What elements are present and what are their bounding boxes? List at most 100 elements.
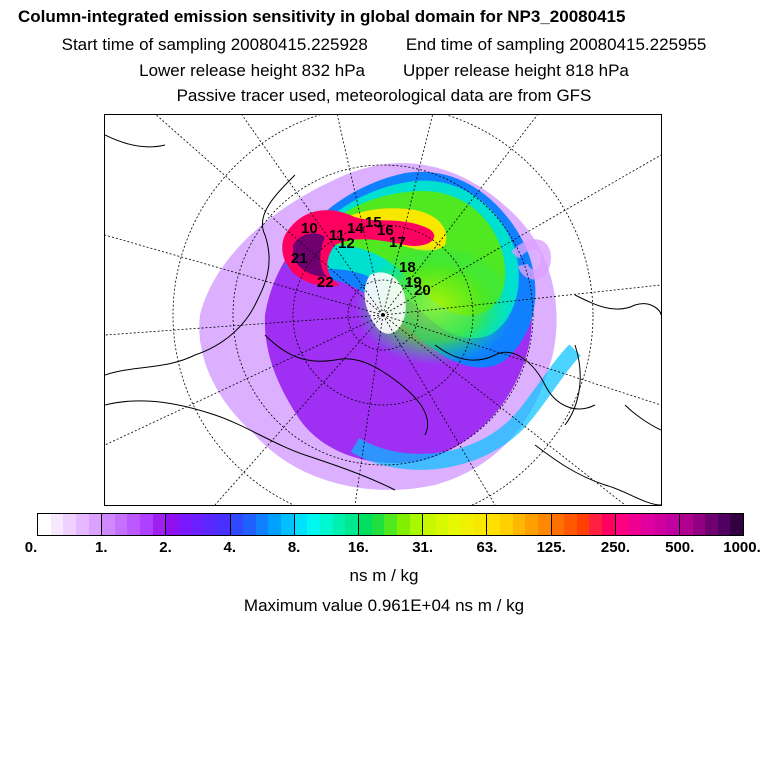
traj-label-12: 12 xyxy=(338,235,355,252)
tracer-info: Passive tracer used, meteorological data… xyxy=(176,86,592,105)
colorbar-segment xyxy=(486,514,551,535)
colorbar-swatch xyxy=(705,514,718,535)
traj-label-15: 15 xyxy=(365,214,382,231)
traj-label-18: 18 xyxy=(399,259,416,276)
colorbar-swatch xyxy=(628,514,641,535)
traj-label-17: 17 xyxy=(389,234,406,251)
max-value-label: Maximum value 0.961E+04 ns m / kg xyxy=(243,596,525,615)
colorbar-swatch xyxy=(255,514,269,535)
colorbar-swatch xyxy=(653,514,667,535)
release-heights: Lower release height 832 hPa Upper relea… xyxy=(0,61,768,81)
colorbar-swatch xyxy=(396,514,410,535)
trajectory-labels: 10 11 12 14 15 16 17 18 19 20 21 22 xyxy=(291,214,431,299)
colorbar-swatch xyxy=(717,514,731,535)
colorbar-segment xyxy=(165,514,230,535)
colorbar-swatch xyxy=(384,514,397,535)
colorbar-swatch xyxy=(38,514,51,535)
colorbar-swatch xyxy=(473,514,487,535)
traj-label-22: 22 xyxy=(317,274,334,291)
colorbar-swatch xyxy=(448,514,462,535)
sensitivity-map: 10 11 12 14 15 16 17 18 19 20 21 22 xyxy=(104,114,662,506)
colorbar-swatch xyxy=(345,514,358,535)
sampling-times: Start time of sampling 20080415.225928 E… xyxy=(0,35,768,55)
colorbar-unit: ns m / kg xyxy=(349,566,419,585)
traj-label-14: 14 xyxy=(347,220,364,237)
colorbar-swatch xyxy=(512,514,526,535)
colorbar-swatch xyxy=(75,514,89,535)
colorbar-swatch xyxy=(191,514,205,535)
colorbar-swatch xyxy=(294,514,308,535)
colorbar-swatch xyxy=(152,514,166,535)
colorbar-swatch xyxy=(166,514,180,535)
colorbar-swatch xyxy=(435,514,449,535)
start-time-label: Start time of sampling 20080415.225928 xyxy=(61,35,368,54)
colorbar-tick-label: 500. xyxy=(665,539,695,556)
colorbar-segment xyxy=(229,514,294,535)
colorbar-tick-label: 125. xyxy=(536,539,566,556)
colorbar-swatch xyxy=(576,514,590,535)
colorbar-swatch xyxy=(179,514,192,535)
traj-label-19: 19 xyxy=(405,274,422,291)
colorbar-swatch xyxy=(358,514,372,535)
colorbar-swatch xyxy=(127,514,141,535)
colorbar-tick-label: 63. xyxy=(476,539,498,556)
colorbar-tick-label: 4. xyxy=(223,539,237,556)
colorbar-tick-label: 1. xyxy=(95,539,108,556)
plume-east-swirl xyxy=(511,239,551,280)
colorbar-swatch xyxy=(114,514,128,535)
colorbar-swatch xyxy=(564,514,577,535)
colorbar xyxy=(37,513,744,536)
colorbar-segment xyxy=(38,514,102,535)
graticule xyxy=(105,115,661,505)
plot-title: Column-integrated emission sensitivity i… xyxy=(18,7,626,26)
colorbar-tick-label: 16. xyxy=(347,539,369,556)
colorbar-swatch xyxy=(268,514,282,535)
colorbar-swatch xyxy=(332,514,346,535)
colorbar-swatch xyxy=(692,514,706,535)
colorbar-swatch xyxy=(640,514,654,535)
plume-southern-arc xyxy=(350,344,581,470)
colorbar-segment xyxy=(101,514,166,535)
colorbar-swatch xyxy=(307,514,321,535)
colorbar-swatch xyxy=(730,514,744,535)
colorbar-segment xyxy=(614,514,679,535)
colorbar-swatch xyxy=(602,514,615,535)
coastlines xyxy=(105,134,661,505)
colorbar-tick-label: 250. xyxy=(600,539,631,556)
colorbar-tick-label: 2. xyxy=(159,539,172,556)
colorbar-swatch xyxy=(679,514,693,535)
colorbar-swatch xyxy=(230,514,244,535)
upper-release-label: Upper release height 818 hPa xyxy=(403,61,629,80)
colorbar-ticks: 0. 1. 2. 4. 8. 16. 31. 63. 125. 250. 500. 1000. xyxy=(0,539,768,559)
traj-label-10: 10 xyxy=(301,220,318,237)
colorbar-swatch xyxy=(589,514,603,535)
colorbar-swatch xyxy=(551,514,565,535)
colorbar-swatch xyxy=(423,514,436,535)
traj-label-16: 16 xyxy=(377,222,394,239)
end-time-label: End time of sampling 20080415.225955 xyxy=(405,35,707,54)
colorbar-segment xyxy=(293,514,358,535)
colorbar-swatch xyxy=(320,514,333,535)
colorbar-swatch xyxy=(537,514,551,535)
colorbar-swatch xyxy=(88,514,102,535)
map-canvas: 10 11 12 14 15 16 17 18 19 20 21 22 xyxy=(105,115,661,505)
colorbar-swatch xyxy=(50,514,64,535)
colorbar-swatch xyxy=(243,514,256,535)
colorbar-swatch xyxy=(281,514,294,535)
colorbar-segment xyxy=(422,514,487,535)
colorbar-swatch xyxy=(140,514,153,535)
colorbar-segment xyxy=(357,514,423,535)
colorbar-swatch xyxy=(461,514,474,535)
lower-release-label: Lower release height 832 hPa xyxy=(139,61,365,80)
plume-gradient-patch xyxy=(355,245,515,365)
colorbar-swatch xyxy=(63,514,76,535)
colorbar-swatch xyxy=(409,514,423,535)
colorbar-swatch xyxy=(615,514,629,535)
colorbar-tick-label: 31. xyxy=(412,539,434,556)
colorbar-segment xyxy=(550,514,615,535)
plume-core-dark xyxy=(293,233,327,277)
colorbar-tick-label: 8. xyxy=(287,539,301,556)
colorbar-swatch xyxy=(487,514,500,535)
colorbar-swatch xyxy=(216,514,230,535)
colorbar-swatch xyxy=(102,514,115,535)
